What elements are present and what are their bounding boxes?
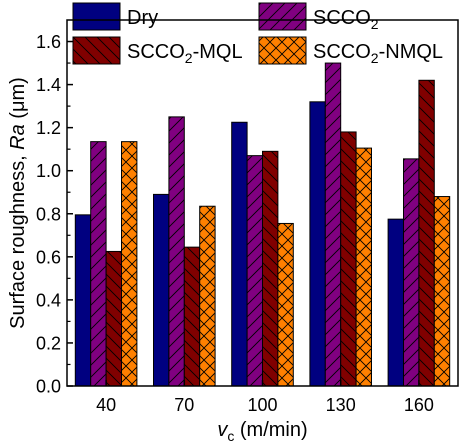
bar-scco2-mql-130 <box>340 131 357 387</box>
plot-frame <box>66 19 459 387</box>
y-axis-label: Surface roughness, Ra (μm) <box>7 77 29 329</box>
bar-scco2-nmql-160 <box>433 196 451 387</box>
bar-dry-160 <box>387 218 405 387</box>
y-tick-label: 1.4 <box>36 75 61 95</box>
y-tick-label: 0.0 <box>36 377 61 397</box>
bar-scco2-160 <box>403 158 420 387</box>
x-label-main: v <box>217 419 228 441</box>
bar-series-group <box>74 62 451 387</box>
legend-label-main: Dry <box>127 7 158 29</box>
legend-label: SCCO2-NMQL <box>313 41 443 66</box>
bar-scco2-100 <box>246 155 264 387</box>
x-label-rest: (m/min) <box>234 419 307 441</box>
y-tick-label: 1.0 <box>36 161 61 181</box>
bar-dry-100 <box>231 121 248 387</box>
y-tick-label: 1.6 <box>36 32 61 52</box>
bar-scco2-nmql-100 <box>277 222 294 387</box>
legend-swatch <box>72 2 121 31</box>
bar-dry-70 <box>153 193 170 387</box>
bar-scco2-mql-160 <box>418 79 435 387</box>
legend-label-sub: 2 <box>371 16 379 32</box>
x-axis-ticks: 40 70 100 130 160 <box>96 380 434 415</box>
legend-swatch <box>258 36 307 65</box>
x-tick-label: 40 <box>96 395 116 415</box>
y-label-post: (μm) <box>7 77 29 124</box>
x-tick-label: 130 <box>326 395 356 415</box>
x-axis-label: vc (m/min) <box>217 419 307 444</box>
legend-label-rest: -MQL <box>193 41 243 63</box>
bar-scco2-mql-70 <box>183 246 201 387</box>
bar-scco2-40 <box>90 141 107 387</box>
legend-label-sub: 2 <box>185 50 193 66</box>
legend-swatch <box>72 36 121 65</box>
bar-scco2-70 <box>168 116 185 387</box>
y-tick-label: 0.8 <box>36 204 61 224</box>
bar-dry-40 <box>74 214 92 387</box>
x-tick-label: 160 <box>404 395 434 415</box>
y-tick-label: 1.2 <box>36 118 61 138</box>
y-tick-label: 0.2 <box>36 333 61 353</box>
x-tick-label: 70 <box>174 395 194 415</box>
legend-swatch <box>258 2 307 31</box>
legend-label-rest: -NMQL <box>379 41 443 63</box>
legend-label-main: SCCO <box>127 41 185 63</box>
legend-label: SCCO2 <box>313 7 379 32</box>
x-tick-label: 100 <box>247 395 277 415</box>
bar-scco2-mql-100 <box>262 150 279 387</box>
y-axis-ticks: 0.0 0.2 0.4 0.6 0.8 1.0 1.2 1.4 1.6 <box>36 32 73 397</box>
x-label-sub: c <box>227 428 234 444</box>
bar-scco2-mql-40 <box>105 250 122 387</box>
y-tick-label: 0.4 <box>36 290 61 310</box>
bar-dry-130 <box>309 101 326 387</box>
y-tick-label: 0.6 <box>36 247 61 267</box>
legend-label-sub: 2 <box>371 50 379 66</box>
legend-label-main: SCCO <box>313 41 371 63</box>
bar-scco2-nmql-130 <box>355 147 373 387</box>
y-label-pre: Surface roughness, <box>7 150 29 329</box>
bar-scco2-130 <box>324 62 342 387</box>
y-label-italic: Ra <box>7 124 29 150</box>
legend-label-main: SCCO <box>313 7 371 29</box>
bar-scco2-nmql-40 <box>121 141 138 387</box>
legend-label: Dry <box>127 7 158 29</box>
bar-scco2-nmql-70 <box>199 205 216 387</box>
legend-label: SCCO2-MQL <box>127 41 243 66</box>
